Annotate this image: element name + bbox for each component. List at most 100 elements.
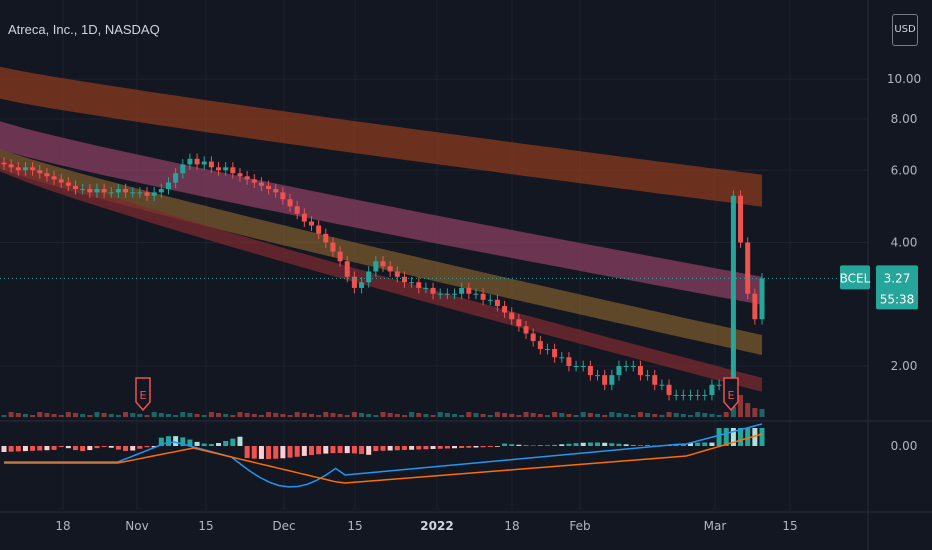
macd-histogram-bar [709, 442, 715, 446]
macd-histogram-bar [316, 446, 322, 455]
candle-body [587, 366, 593, 376]
volume-bar [745, 403, 751, 417]
price-label-box [876, 265, 918, 310]
candle-body [702, 394, 708, 396]
candle-body [738, 195, 744, 243]
volume-bar [659, 415, 665, 417]
volume-bar [566, 414, 572, 417]
macd-histogram-bar [87, 446, 93, 451]
volume-bar [30, 415, 36, 417]
volume-bar [423, 414, 429, 417]
volume-bar [216, 413, 222, 417]
candle-body [308, 221, 314, 226]
ticker-label: BCEL [840, 271, 871, 285]
candle-body [659, 384, 665, 386]
macd-histogram-bar [416, 446, 422, 450]
macd-histogram-bar [1, 446, 7, 452]
candle-body [509, 312, 515, 320]
macd-histogram-bar [208, 443, 214, 446]
volume-bar [287, 415, 293, 417]
macd-histogram-bar [258, 446, 264, 459]
macd-histogram-bar [123, 446, 129, 451]
candle-body [516, 319, 522, 327]
last-price-label: 3.27 [884, 271, 911, 285]
macd-histogram-bar [602, 442, 608, 446]
candle-body [637, 366, 643, 376]
candle-body [15, 167, 21, 171]
macd-histogram-bar [144, 446, 150, 448]
volume-bar [580, 412, 586, 417]
candle-body [466, 287, 472, 294]
candle-body [323, 233, 329, 243]
volume-bar [666, 412, 672, 417]
candle-body [251, 179, 257, 183]
volume-bar [673, 413, 679, 417]
volume-bar [544, 415, 550, 417]
candle-body [266, 185, 272, 190]
volume-bar [680, 414, 686, 417]
earnings-marker-icon[interactable] [723, 377, 739, 412]
volume-bar [409, 412, 415, 417]
volume-bar [687, 415, 693, 417]
macd-histogram-bar [595, 442, 601, 446]
candle-body [387, 266, 393, 272]
volume-bar [380, 412, 386, 417]
candle-body [759, 278, 765, 320]
macd-histogram-bar [158, 437, 164, 446]
candle-body [480, 293, 486, 300]
volume-bar [366, 414, 372, 417]
volume-bar [115, 415, 121, 417]
macd-histogram-bar [137, 446, 143, 449]
volume-bar [280, 414, 286, 417]
candle-body [401, 276, 407, 283]
time-axis-label: 15 [782, 519, 797, 533]
volume-bar [637, 412, 643, 417]
volume-bar [1, 415, 7, 417]
currency-badge[interactable]: USD [892, 14, 918, 46]
macd-histogram-bar [323, 446, 329, 454]
candle-body [380, 261, 386, 267]
macd-histogram-bar [487, 446, 493, 447]
earnings-marker-icon[interactable] [135, 377, 151, 412]
volume-bar [509, 414, 515, 417]
volume-bar [230, 415, 236, 417]
volume-bar [87, 415, 93, 417]
macd-histogram-bar [101, 446, 107, 448]
candle-body [137, 192, 143, 194]
ema-band-1 [0, 66, 762, 207]
candle-body [130, 192, 136, 194]
volume-bar [73, 413, 79, 417]
volume-bar [738, 395, 744, 417]
bar-countdown-label: 55:38 [880, 292, 915, 306]
macd-histogram-bar [559, 444, 565, 446]
macd-histogram-bar [645, 445, 651, 446]
macd-histogram-bar [308, 446, 314, 456]
candle-body [752, 293, 758, 320]
macd-histogram-bar [230, 438, 236, 446]
macd-histogram-bar [359, 446, 365, 455]
candle-body [337, 251, 343, 262]
signal-line [4, 433, 763, 484]
macd-histogram-bar [151, 446, 157, 448]
volume-bar [123, 412, 129, 417]
candle-body [73, 185, 79, 190]
volume-bar [180, 412, 186, 417]
candle-body [645, 375, 651, 377]
macd-histogram-bar [687, 443, 693, 446]
volume-bar [416, 413, 422, 417]
volume-bar [373, 415, 379, 417]
candle-body [123, 189, 129, 193]
macd-histogram-bar [380, 446, 386, 451]
volume-bar [173, 415, 179, 417]
macd-histogram-bar [502, 443, 508, 446]
volume-bar [337, 414, 343, 417]
volume-bar [480, 414, 486, 417]
macd-axis-label: 0.00 [891, 439, 918, 453]
candle-body [452, 293, 458, 295]
macd-histogram-bar [759, 428, 765, 446]
macd-histogram-bar [738, 428, 744, 446]
macd-histogram-bar [616, 443, 622, 446]
macd-histogram-bar [745, 428, 751, 446]
candle-body [409, 282, 415, 284]
